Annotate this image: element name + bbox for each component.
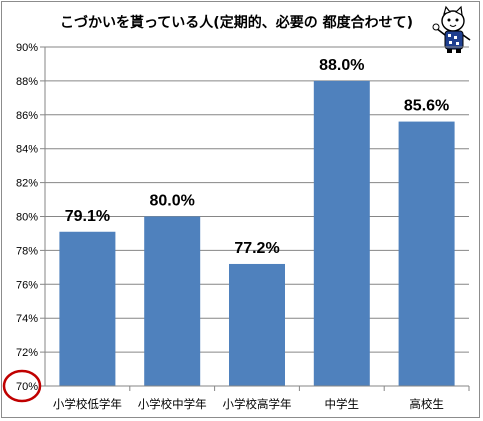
bar — [144, 216, 201, 386]
y-tick-label: 86% — [16, 110, 38, 122]
y-tick-label: 84% — [16, 144, 38, 156]
category-label: 小学校低学年 — [53, 397, 122, 411]
y-tick-label: 72% — [16, 347, 38, 359]
bar — [59, 231, 116, 386]
data-label: 85.6% — [404, 98, 449, 115]
category-label: 小学校高学年 — [223, 397, 292, 411]
y-tick-label: 82% — [16, 178, 38, 190]
baseline-highlight-circle — [2, 369, 42, 403]
bar — [398, 121, 455, 386]
category-label: 小学校中学年 — [138, 397, 207, 411]
bar — [313, 80, 370, 387]
data-label: 88.0% — [319, 57, 364, 74]
bar — [229, 263, 285, 386]
data-label: 79.1% — [65, 208, 110, 225]
y-tick-label: 88% — [16, 76, 38, 88]
y-tick-label: 74% — [16, 313, 38, 325]
category-label: 高校生 — [409, 397, 444, 411]
category-label: 中学生 — [325, 397, 360, 411]
y-tick-label: 76% — [16, 279, 38, 291]
y-tick-label: 80% — [16, 212, 38, 224]
data-label: 77.2% — [234, 240, 279, 257]
cat-mascot-icon — [432, 5, 471, 53]
data-label: 80.0% — [150, 193, 195, 210]
y-tick-label: 78% — [16, 245, 38, 257]
chart-title: こづかいを貰っている人(定期的、必要の 都度合わせて) — [60, 14, 413, 31]
y-tick-label: 90% — [16, 42, 38, 54]
y-tick-label: 70% — [16, 381, 38, 393]
